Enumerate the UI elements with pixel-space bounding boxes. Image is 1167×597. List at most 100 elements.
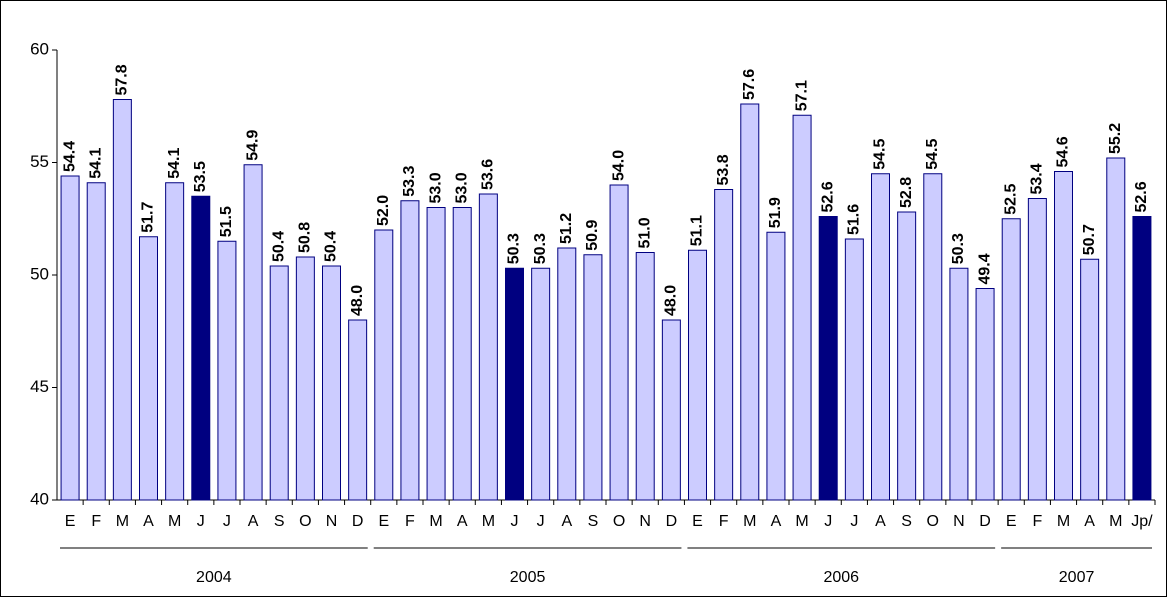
bar	[844, 238, 864, 501]
bar	[217, 240, 237, 501]
bar	[1132, 216, 1152, 501]
bar	[478, 193, 498, 501]
x-tick-label: A	[143, 513, 154, 530]
bar	[269, 265, 289, 501]
x-tick-label: M	[429, 513, 442, 530]
x-tick-label: F	[1032, 513, 1042, 530]
x-tick-label: J	[824, 513, 832, 530]
bar	[1054, 171, 1073, 501]
bar	[86, 182, 106, 501]
value-label: 51.0	[636, 217, 653, 248]
bar	[1027, 198, 1047, 501]
x-tick-label: S	[274, 513, 285, 530]
value-label: 53.3	[401, 166, 418, 197]
x-tick-label: M	[1109, 513, 1122, 530]
value-label: 51.2	[558, 213, 575, 244]
x-tick-label: O	[613, 513, 625, 530]
bar	[112, 99, 132, 501]
x-tick-label: M	[168, 513, 181, 530]
value-label: 54.4	[61, 141, 78, 172]
x-tick-label: S	[588, 513, 599, 530]
value-label: 55.2	[1107, 123, 1124, 154]
x-tick-label: F	[719, 513, 729, 530]
x-tick-label: E	[65, 513, 76, 530]
value-label: 52.5	[1002, 184, 1019, 215]
x-tick-label: A	[771, 513, 782, 530]
x-tick-label: M	[1057, 513, 1070, 530]
bar	[609, 184, 629, 501]
bar	[322, 265, 341, 501]
bar	[975, 288, 995, 501]
value-label: 52.0	[375, 195, 392, 226]
value-label: 57.1	[793, 80, 810, 111]
bar	[348, 319, 368, 501]
value-label: 52.6	[819, 181, 836, 212]
value-label: 53.4	[1029, 163, 1046, 194]
group-label: 2006	[823, 569, 859, 586]
value-label: 53.0	[453, 172, 470, 203]
value-label: 53.8	[715, 154, 732, 185]
value-label: 53.5	[192, 161, 209, 192]
bar	[505, 267, 524, 501]
bar	[452, 207, 472, 501]
bar	[60, 175, 80, 501]
value-label: 50.7	[1081, 224, 1098, 255]
bar	[740, 103, 760, 501]
y-tick-label: 55	[30, 152, 49, 171]
value-label: 51.6	[846, 204, 863, 235]
bar	[792, 114, 812, 501]
value-label: 50.9	[584, 220, 601, 251]
bar	[426, 207, 446, 501]
x-tick-label: M	[482, 513, 495, 530]
group-label: 2005	[510, 569, 546, 586]
bar	[766, 231, 786, 501]
value-label: 53.0	[427, 172, 444, 203]
value-label: 54.0	[610, 150, 627, 181]
value-label: 48.0	[349, 285, 366, 316]
value-label: 54.1	[166, 148, 183, 179]
value-label: 51.1	[689, 215, 706, 246]
value-label: 57.8	[114, 64, 131, 95]
bar	[243, 164, 263, 501]
value-label: 53.6	[480, 159, 497, 190]
value-label: 54.9	[244, 130, 261, 161]
group-label: 2004	[196, 569, 232, 586]
bar	[1001, 218, 1021, 501]
x-tick-label: M	[116, 513, 129, 530]
bar	[1080, 258, 1100, 501]
x-tick-label: D	[352, 513, 364, 530]
bar	[897, 211, 917, 501]
bar	[635, 252, 655, 501]
value-label: 51.7	[140, 202, 157, 233]
bar	[374, 229, 394, 501]
y-tick-label: 45	[30, 377, 49, 396]
value-label: 48.0	[663, 285, 680, 316]
x-tick-label: N	[953, 513, 965, 530]
y-tick-label: 50	[30, 264, 49, 283]
x-tick-label: E	[1006, 513, 1017, 530]
value-label: 57.6	[741, 69, 758, 100]
x-tick-label: F	[91, 513, 101, 530]
x-tick-label: Jp/	[1131, 513, 1153, 530]
x-tick-label: D	[979, 513, 991, 530]
bar	[557, 247, 577, 501]
value-label: 50.4	[270, 231, 287, 262]
x-tick-label: S	[901, 513, 912, 530]
value-label: 50.3	[950, 233, 967, 264]
bar	[923, 173, 943, 501]
value-label: 50.4	[323, 231, 340, 262]
bar	[1106, 157, 1126, 501]
bar	[661, 319, 681, 501]
x-tick-label: F	[405, 513, 415, 530]
x-tick-label: J	[511, 513, 519, 530]
value-label: 52.8	[898, 177, 915, 208]
x-tick-label: J	[223, 513, 231, 530]
value-label: 54.6	[1055, 136, 1072, 167]
x-tick-label: J	[850, 513, 858, 530]
value-label: 50.3	[506, 233, 523, 264]
bar	[871, 173, 890, 501]
x-tick-label: O	[299, 513, 311, 530]
value-label: 51.5	[218, 206, 235, 237]
value-label: 54.1	[87, 148, 104, 179]
